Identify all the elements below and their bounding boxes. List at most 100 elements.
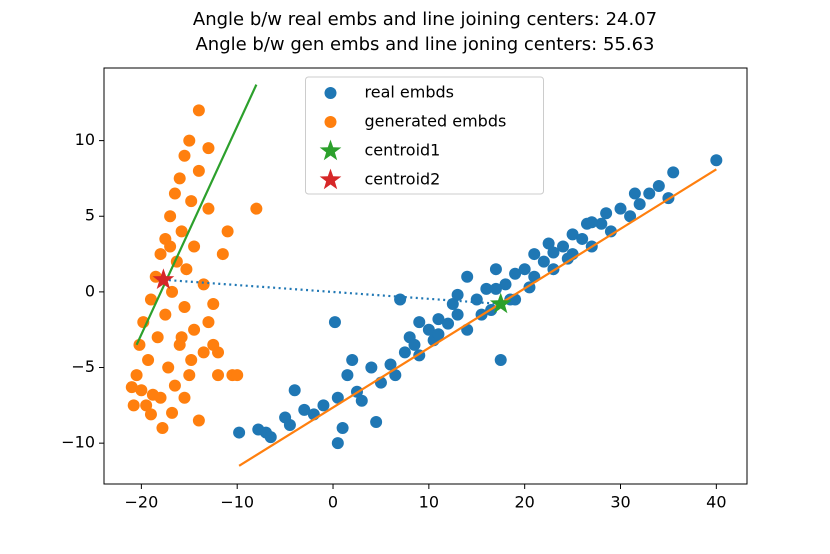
fit-line (135, 84, 258, 346)
point (317, 399, 330, 412)
legend-label: real embds (365, 83, 454, 102)
point (604, 225, 617, 238)
point (331, 437, 344, 450)
point (212, 369, 225, 382)
y-tick-label: −5 (71, 357, 95, 376)
point (542, 237, 555, 250)
point (442, 317, 455, 330)
star-marker (489, 292, 512, 314)
y-tick-label: 10 (75, 130, 95, 149)
x-tick-label: 0 (328, 493, 338, 512)
legend-label: centroid1 (365, 141, 441, 160)
point (197, 278, 210, 291)
point (576, 232, 589, 245)
point (398, 346, 411, 359)
point (125, 381, 138, 394)
point (336, 422, 349, 435)
point (164, 240, 177, 253)
point (178, 301, 191, 314)
point (207, 297, 220, 310)
point (216, 248, 229, 261)
point (422, 323, 435, 336)
point (151, 331, 164, 344)
y-tick-label: 0 (85, 281, 95, 300)
point (341, 369, 354, 382)
point (250, 202, 263, 215)
point (154, 248, 167, 261)
point (175, 225, 188, 238)
fit-line (163, 278, 501, 306)
point (192, 164, 205, 177)
x-tick-label: 40 (706, 493, 726, 512)
point (710, 154, 723, 167)
point (566, 228, 579, 241)
point (144, 293, 157, 306)
point (185, 195, 198, 208)
point (633, 198, 646, 211)
point (188, 240, 201, 253)
point (162, 361, 175, 374)
y-tick-label: −10 (61, 433, 95, 452)
plot-area (125, 84, 723, 467)
point (127, 399, 140, 412)
point (168, 187, 181, 200)
point (185, 353, 198, 366)
point (432, 328, 445, 341)
point (173, 172, 186, 185)
point (408, 338, 421, 351)
star-marker (319, 139, 342, 161)
point (183, 134, 196, 147)
point (537, 255, 550, 268)
point (183, 369, 196, 382)
point (499, 278, 512, 291)
point (168, 379, 181, 392)
point (264, 431, 277, 444)
point (188, 323, 201, 336)
star-marker (152, 268, 175, 289)
point (135, 384, 148, 397)
point (370, 415, 383, 428)
point (202, 202, 215, 215)
point (394, 293, 407, 306)
point (355, 394, 368, 407)
legend-label: generated embds (365, 112, 507, 131)
point (494, 353, 507, 366)
x-tick-label: 20 (515, 493, 535, 512)
point (324, 116, 337, 128)
legend-box (305, 76, 544, 195)
x-tick-label: 30 (610, 493, 630, 512)
point (130, 369, 143, 382)
point (233, 426, 246, 439)
point (159, 308, 172, 321)
star-marker (319, 168, 342, 190)
x-tick-label: −20 (124, 493, 158, 512)
point (461, 270, 474, 283)
point (178, 149, 191, 162)
point (156, 422, 169, 435)
point (144, 408, 157, 421)
point (624, 210, 637, 223)
x-tick-label: −10 (220, 493, 254, 512)
point (166, 406, 179, 419)
point (547, 246, 560, 259)
point (202, 316, 215, 329)
point (178, 391, 191, 404)
point (432, 313, 445, 326)
point (628, 187, 641, 200)
point (166, 285, 179, 298)
point (202, 142, 215, 155)
point (298, 403, 311, 416)
point (509, 267, 522, 280)
point (154, 391, 167, 404)
point (557, 240, 570, 253)
point (192, 104, 205, 117)
point (480, 282, 493, 295)
point (331, 391, 344, 404)
point (384, 358, 397, 371)
point (197, 346, 210, 359)
x-tick-label: 10 (419, 493, 439, 512)
point (595, 217, 608, 230)
point (667, 166, 680, 179)
point (652, 179, 665, 192)
point (133, 338, 146, 351)
